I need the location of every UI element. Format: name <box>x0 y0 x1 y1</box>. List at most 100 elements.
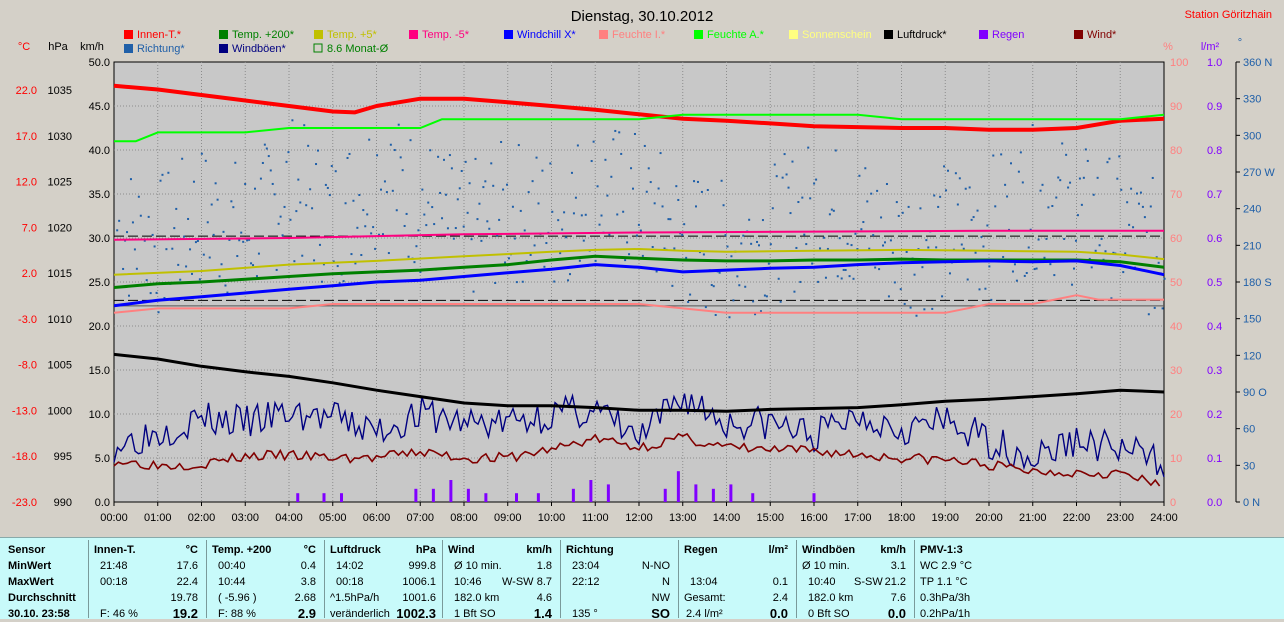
rain-bar <box>663 488 667 502</box>
direction-dot <box>901 211 904 214</box>
row-label-max: MaxWert <box>8 576 54 588</box>
series-temp-5- <box>113 248 1165 276</box>
direction-dot <box>1041 183 1044 186</box>
humidity-tick-label: 80 <box>1170 145 1182 157</box>
legend-label: Windchill X* <box>517 29 576 41</box>
rain-axis-unit: l/m² <box>1201 41 1220 53</box>
direction-dot <box>915 314 918 317</box>
direction-dot <box>128 294 130 297</box>
direction-dot <box>383 180 386 183</box>
direction-dot <box>846 242 849 245</box>
direction-dot <box>980 235 983 238</box>
direction-dot <box>1013 263 1016 266</box>
direction-dot <box>137 195 140 198</box>
direction-dot <box>1027 246 1030 249</box>
direction-dot <box>1157 261 1160 264</box>
direction-dot <box>966 278 969 281</box>
direction-dot <box>1025 272 1028 275</box>
direction-dot <box>1118 155 1121 158</box>
humidity-tick-label: 10 <box>1170 453 1182 465</box>
direction-dot <box>313 259 316 262</box>
direction-dot <box>882 244 885 247</box>
direction-dot <box>531 180 534 183</box>
direction-dot <box>151 233 154 236</box>
x-tick-label: 00:00 <box>100 512 128 524</box>
direction-dot <box>643 144 646 147</box>
direction-dot <box>214 182 217 185</box>
direction-dot <box>1145 230 1148 233</box>
legend-swatch <box>313 43 323 53</box>
direction-tick-label: 300 <box>1243 130 1261 142</box>
direction-dot <box>1006 195 1009 198</box>
luft-avg: 1001.6 <box>402 592 436 604</box>
direction-dot <box>179 278 182 281</box>
innen-min: 17.6 <box>176 560 198 572</box>
direction-dot <box>267 155 270 158</box>
direction-dot <box>592 140 595 143</box>
direction-dot <box>984 287 987 290</box>
direction-dot <box>1153 306 1156 309</box>
direction-dot <box>157 311 160 314</box>
temp200-cur-label: F: 88 % <box>218 608 256 620</box>
direction-dot <box>675 185 678 188</box>
direction-dot <box>443 158 445 161</box>
direction-dot <box>740 242 743 245</box>
rain-bar <box>694 484 698 502</box>
direction-dot <box>933 194 936 197</box>
direction-dot <box>868 247 871 250</box>
direction-dot <box>433 223 436 226</box>
direction-dot <box>116 229 119 232</box>
direction-dot <box>563 211 566 214</box>
direction-dot <box>941 295 944 298</box>
direction-dot <box>419 270 422 273</box>
wind-unit: km/h <box>526 544 552 556</box>
direction-dot <box>842 268 845 271</box>
x-tick-label: 17:00 <box>844 512 872 524</box>
richtung-r3: NW <box>651 592 670 604</box>
luft-min: 999.8 <box>408 560 436 572</box>
direction-dot <box>651 245 654 248</box>
direction-dot <box>988 265 991 268</box>
pressure-tick-label: 1015 <box>48 268 72 280</box>
x-tick-label: 04:00 <box>275 512 303 524</box>
direction-dot <box>446 227 449 230</box>
direction-dot <box>177 263 180 266</box>
direction-dot <box>600 214 603 217</box>
wind-tick-label: 20.0 <box>89 321 110 333</box>
legend-swatch <box>1074 30 1083 39</box>
temp200-col: Temp. +200 °C 00:40 0.4 10:44 3.8 ( -5.96 )… <box>212 542 320 622</box>
direction-dot <box>1019 151 1022 154</box>
direction-dot <box>1161 307 1164 310</box>
direction-dot <box>809 197 812 200</box>
temp-tick-label: 7.0 <box>22 222 37 234</box>
direction-dot <box>372 226 375 229</box>
direction-dot <box>320 280 323 283</box>
temp-tick-label: -23.0 <box>12 497 37 509</box>
legend-label: Feuchte I.* <box>612 29 666 41</box>
innen-max: 22.4 <box>176 576 198 588</box>
direction-dot <box>484 180 487 183</box>
direction-dot <box>653 202 656 205</box>
direction-dot <box>1112 251 1115 254</box>
direction-dot <box>368 138 371 141</box>
direction-dot <box>439 191 442 194</box>
direction-dot <box>470 238 473 241</box>
direction-dot <box>234 161 237 164</box>
legend-swatch <box>124 30 133 39</box>
direction-dot <box>565 236 568 239</box>
direction-dot <box>468 182 471 185</box>
direction-dot <box>185 265 188 268</box>
direction-dot <box>986 224 989 227</box>
pressure-tick-label: 990 <box>54 497 72 509</box>
separator <box>206 540 207 618</box>
direction-dot <box>216 198 219 201</box>
direction-dot <box>1132 226 1135 229</box>
legend-label: Temp. +200* <box>232 29 295 41</box>
direction-dot <box>242 240 245 243</box>
direction-dot <box>533 244 536 247</box>
direction-dot <box>606 194 609 197</box>
direction-dot <box>519 209 522 212</box>
direction-dot <box>472 290 475 293</box>
direction-dot <box>1051 205 1054 208</box>
regen-r2-time: 13:04 <box>690 576 718 588</box>
